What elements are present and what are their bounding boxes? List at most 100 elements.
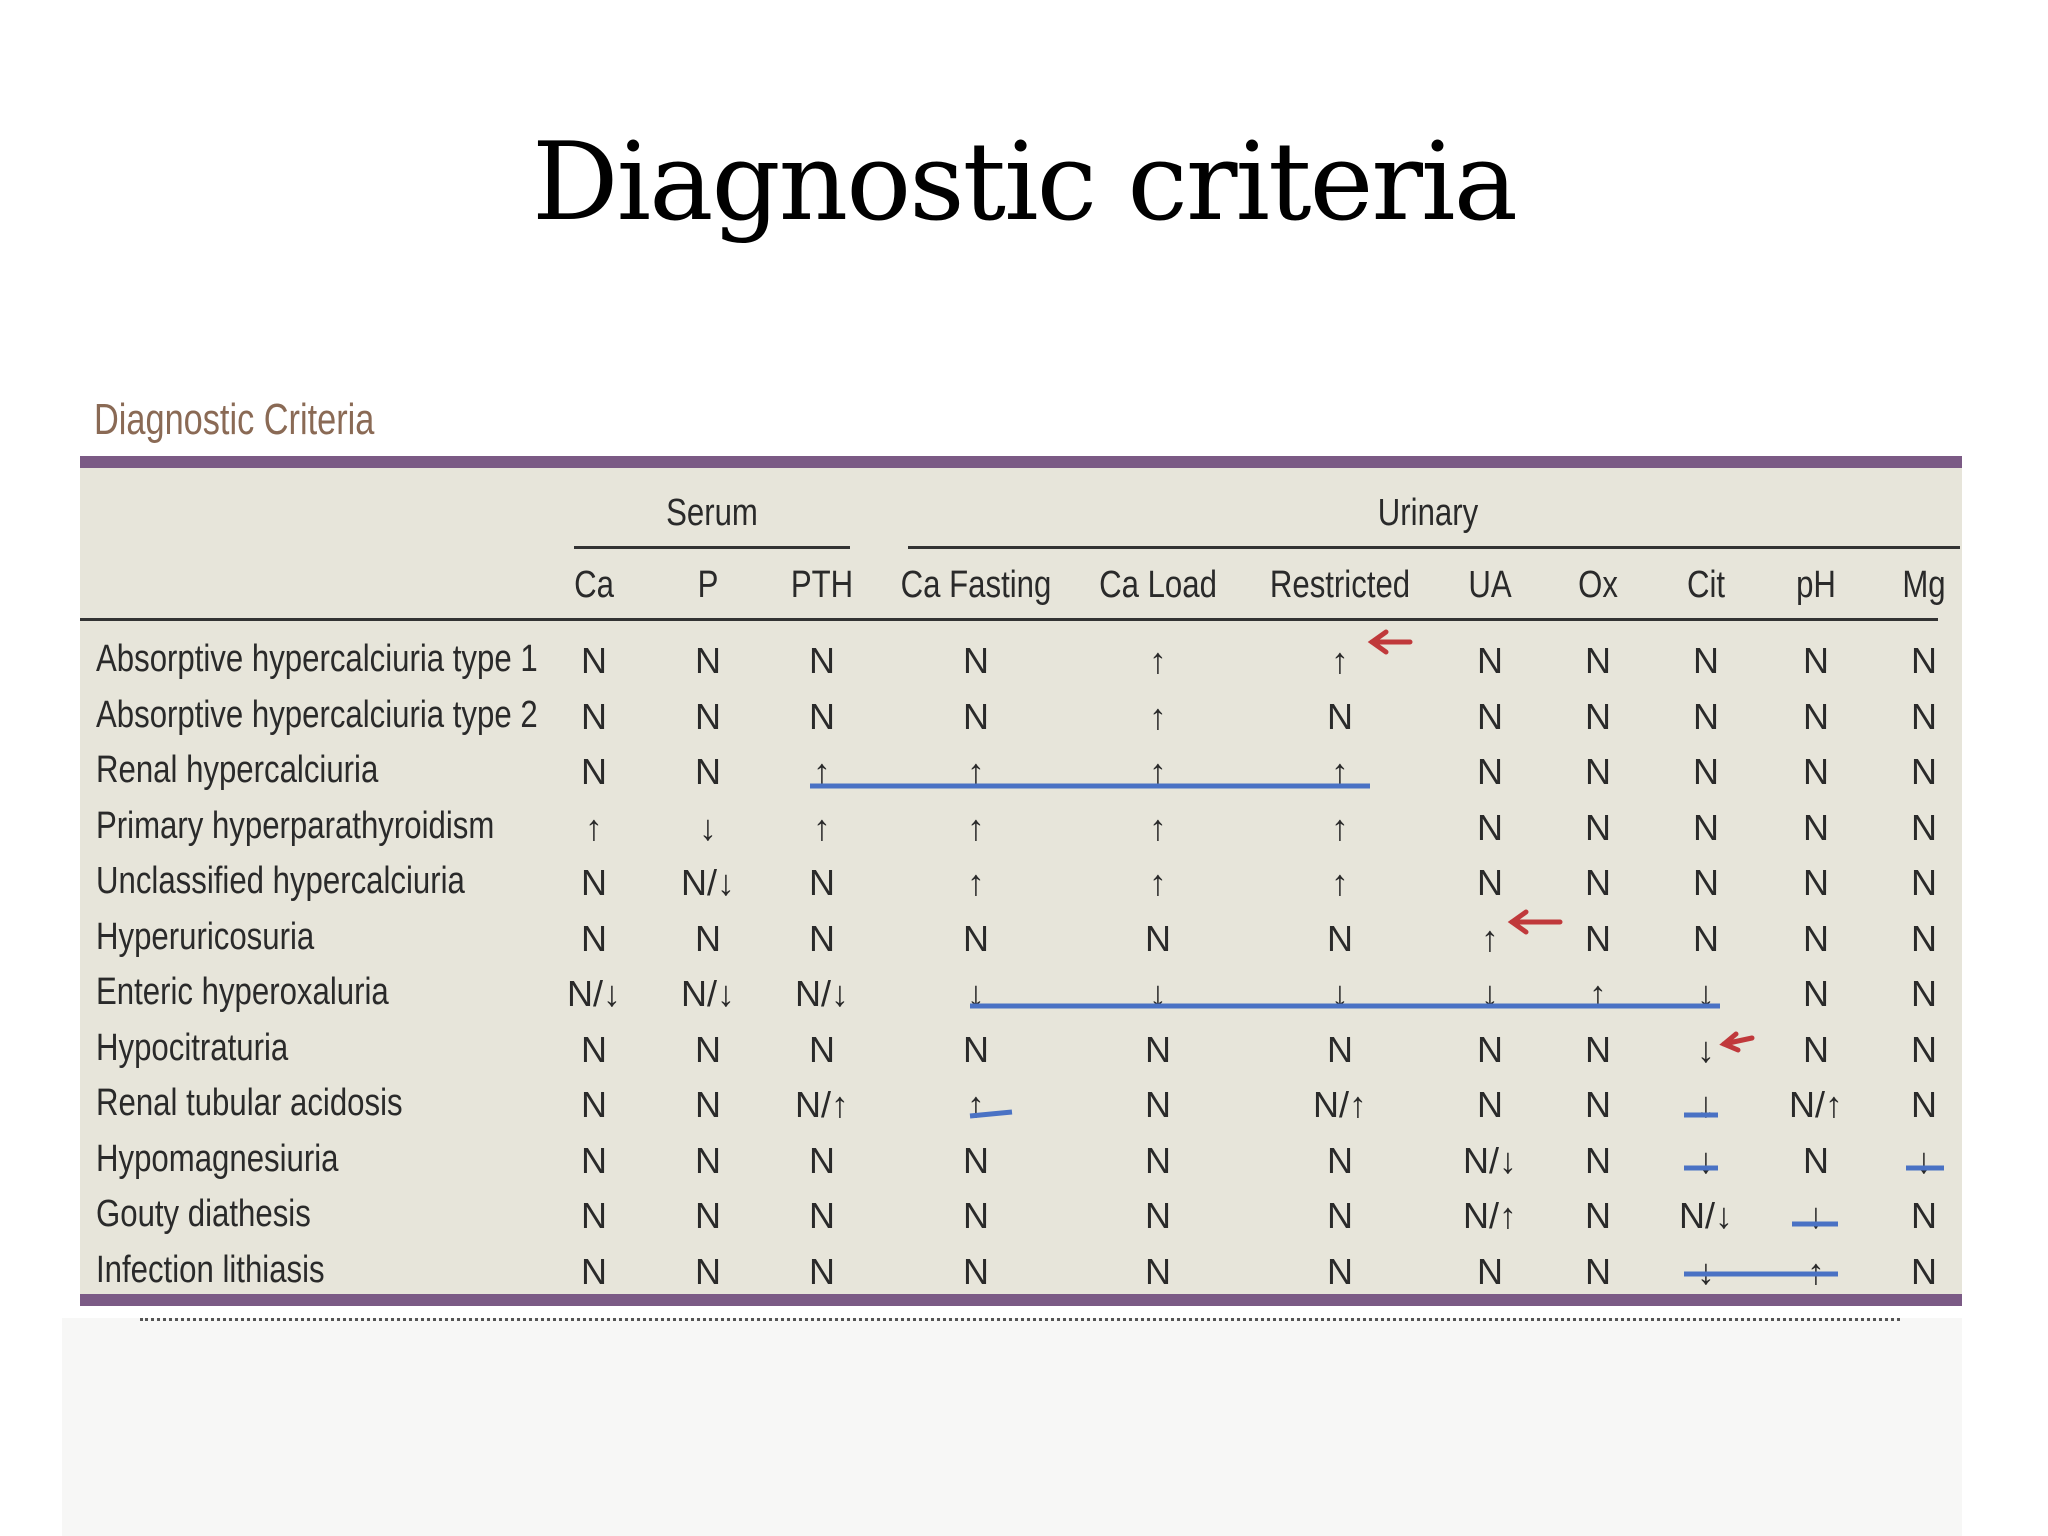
table-cell: N/↓ <box>567 973 621 1014</box>
table-cell: ↑ <box>1149 695 1167 737</box>
table-cell: N <box>1911 751 1937 792</box>
row-label: Gouty diathesis <box>96 1193 311 1235</box>
slide-lower-panel <box>62 1318 1962 1536</box>
table-cell: ↑ <box>1149 751 1167 792</box>
table-cell: N <box>695 1195 721 1236</box>
table-cell: ↑ <box>1481 917 1499 959</box>
table-cell: N/↓ <box>795 973 849 1014</box>
diagnostic-criteria-table: Serum Urinary Ca P PTH Ca Fasting Ca Load Res… <box>80 456 1962 1306</box>
table-cell: N <box>1327 695 1353 737</box>
table-cell: N <box>1477 695 1503 737</box>
table-cell: N <box>809 862 835 903</box>
slide-title: Diagnostic criteria <box>532 120 1518 245</box>
row-label: Enteric hyperoxaluria <box>96 971 389 1013</box>
table-cell: ↓ <box>1807 1195 1825 1236</box>
table-cell: N <box>581 695 607 737</box>
table-cell: N <box>581 640 607 681</box>
table-cell: N/↓ <box>681 973 735 1014</box>
header-rule <box>80 618 1938 621</box>
table-cell: N <box>581 1084 607 1125</box>
table-cell: N <box>1477 862 1503 903</box>
column-header: Ox <box>1578 564 1618 606</box>
row-label: Hypomagnesiuria <box>96 1137 339 1180</box>
table-cell: ↑ <box>967 806 985 848</box>
table-cell: N <box>963 917 989 959</box>
table-cell: N <box>1585 1250 1611 1292</box>
table-cell: N <box>1693 695 1719 737</box>
column-header: pH <box>1796 564 1836 606</box>
table-cell: N <box>1585 862 1611 903</box>
table-cell: N <box>695 1139 721 1181</box>
table-cell: N <box>1693 917 1719 959</box>
table-cell: N <box>1477 640 1503 681</box>
table-cell: N <box>1145 1195 1171 1236</box>
table-cell: N <box>1477 1028 1503 1070</box>
table-cell: N/↑ <box>1313 1084 1367 1125</box>
table-cell: N <box>1145 1084 1171 1125</box>
table-cell: N <box>695 1028 721 1070</box>
table-cell: N <box>1803 917 1829 959</box>
table-cell: ↓ <box>1697 1028 1715 1070</box>
row-label: Absorptive hypercalciuria type 2 <box>96 693 538 736</box>
group-label-urinary: Urinary <box>1377 492 1479 534</box>
table-cell: N <box>581 1028 607 1070</box>
table-caption: Diagnostic Criteria <box>94 395 375 444</box>
table-cell: N <box>1145 1028 1171 1070</box>
table-cell: N <box>1803 862 1829 903</box>
table-cell: N <box>1327 917 1353 959</box>
table-cell: N <box>1693 751 1719 792</box>
table-cell: ↑ <box>1331 806 1349 848</box>
row-label: Hypocitraturia <box>96 1026 289 1069</box>
table-cell: N <box>809 1028 835 1070</box>
table-cell: N/↓ <box>1679 1195 1733 1236</box>
table-cell: N <box>695 1250 721 1292</box>
table-cell: ↑ <box>1331 640 1349 681</box>
table-cell: N <box>1693 862 1719 903</box>
table-cell: ↓ <box>1915 1139 1933 1181</box>
table-cell: ↓ <box>1331 973 1349 1014</box>
table-cell: ↑ <box>1149 862 1167 903</box>
table-cell: N <box>1911 640 1937 681</box>
row-label: Renal hypercalciuria <box>96 749 379 791</box>
serum-group-rule <box>574 546 850 549</box>
table-cell: N <box>809 1195 835 1236</box>
table-cell: N <box>1911 917 1937 959</box>
table-cell: N <box>809 1250 835 1292</box>
table-cell: N <box>581 862 607 903</box>
table-cell: ↑ <box>1589 973 1607 1014</box>
column-header: P <box>697 564 719 606</box>
table-cell: N <box>963 1195 989 1236</box>
table-cell: N <box>1585 1028 1611 1070</box>
column-header: UA <box>1468 564 1512 606</box>
table-cell: N <box>963 640 989 681</box>
table-cell: N <box>1911 1084 1937 1125</box>
table-cell: N <box>1145 917 1171 959</box>
row-label: Primary hyperparathyroidism <box>96 804 495 847</box>
column-header: Ca Fasting <box>900 564 1052 606</box>
table-cell: N <box>1145 1139 1171 1181</box>
table-cell: N <box>1327 1250 1353 1292</box>
table-cell: N <box>581 917 607 959</box>
row-label: Renal tubular acidosis <box>96 1082 403 1124</box>
table-cell: N <box>1585 1139 1611 1181</box>
table-cell: N <box>581 1195 607 1236</box>
table-cell: N <box>809 640 835 681</box>
table-cell: ↑ <box>1149 806 1167 848</box>
table-cell: N <box>1911 1250 1937 1292</box>
table-cell: ↑ <box>967 1084 985 1125</box>
table-cell: ↑ <box>813 806 831 848</box>
footnote-dotted-text <box>140 1318 1900 1329</box>
row-label: Absorptive hypercalciuria type 1 <box>96 638 538 680</box>
table-cell: N <box>1477 751 1503 792</box>
table-cell: ↓ <box>1697 1250 1715 1292</box>
table-cell: N <box>581 751 607 792</box>
table-cell: N <box>809 1139 835 1181</box>
table-cell: N <box>1803 973 1829 1014</box>
table-cell: N/↓ <box>1463 1139 1517 1181</box>
table-cell: N <box>1911 1028 1937 1070</box>
table-cell: ↑ <box>813 751 831 792</box>
column-header: Restricted <box>1269 564 1411 606</box>
table-cell: N/↑ <box>1789 1084 1843 1125</box>
table-cell: N <box>695 640 721 681</box>
table-cell: N <box>1477 1250 1503 1292</box>
